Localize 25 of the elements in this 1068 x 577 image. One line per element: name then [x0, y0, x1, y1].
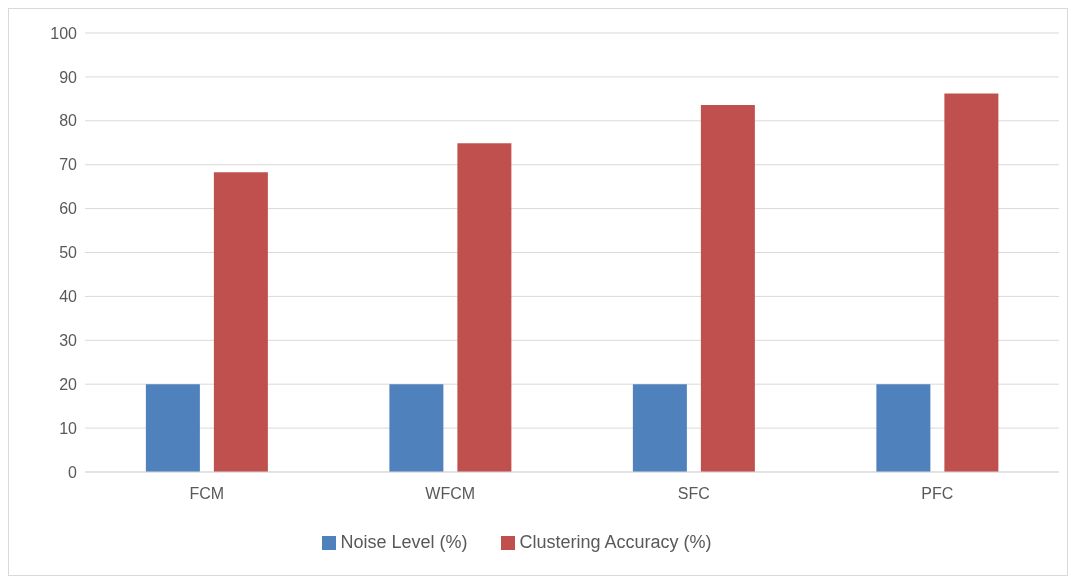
bar — [213, 172, 268, 472]
y-tick-label: 30 — [59, 331, 78, 349]
y-tick-label: 20 — [59, 375, 78, 393]
x-tick-label: WFCM — [425, 485, 476, 503]
bar — [632, 384, 687, 472]
bar — [876, 384, 931, 472]
bar — [389, 384, 444, 472]
y-tick-label: 40 — [59, 288, 78, 306]
y-tick-label: 0 — [68, 463, 78, 481]
x-tick-label: PFC — [921, 485, 954, 503]
y-tick-label: 80 — [59, 112, 78, 130]
x-tick-label: SFC — [677, 485, 710, 503]
y-tick-label: 100 — [50, 24, 78, 42]
bar — [457, 143, 512, 472]
legend-label: Noise Level (%) — [340, 532, 468, 552]
y-tick-label: 60 — [59, 200, 78, 218]
legend-label: Clustering Accuracy (%) — [519, 532, 712, 552]
bar — [145, 384, 200, 472]
x-tick-label: FCM — [189, 485, 225, 503]
y-tick-label: 90 — [59, 68, 78, 86]
y-tick-label: 70 — [59, 156, 78, 174]
y-tick-label: 10 — [59, 419, 78, 437]
y-tick-label: 50 — [59, 244, 78, 262]
bar — [700, 105, 755, 472]
bar — [944, 93, 999, 472]
